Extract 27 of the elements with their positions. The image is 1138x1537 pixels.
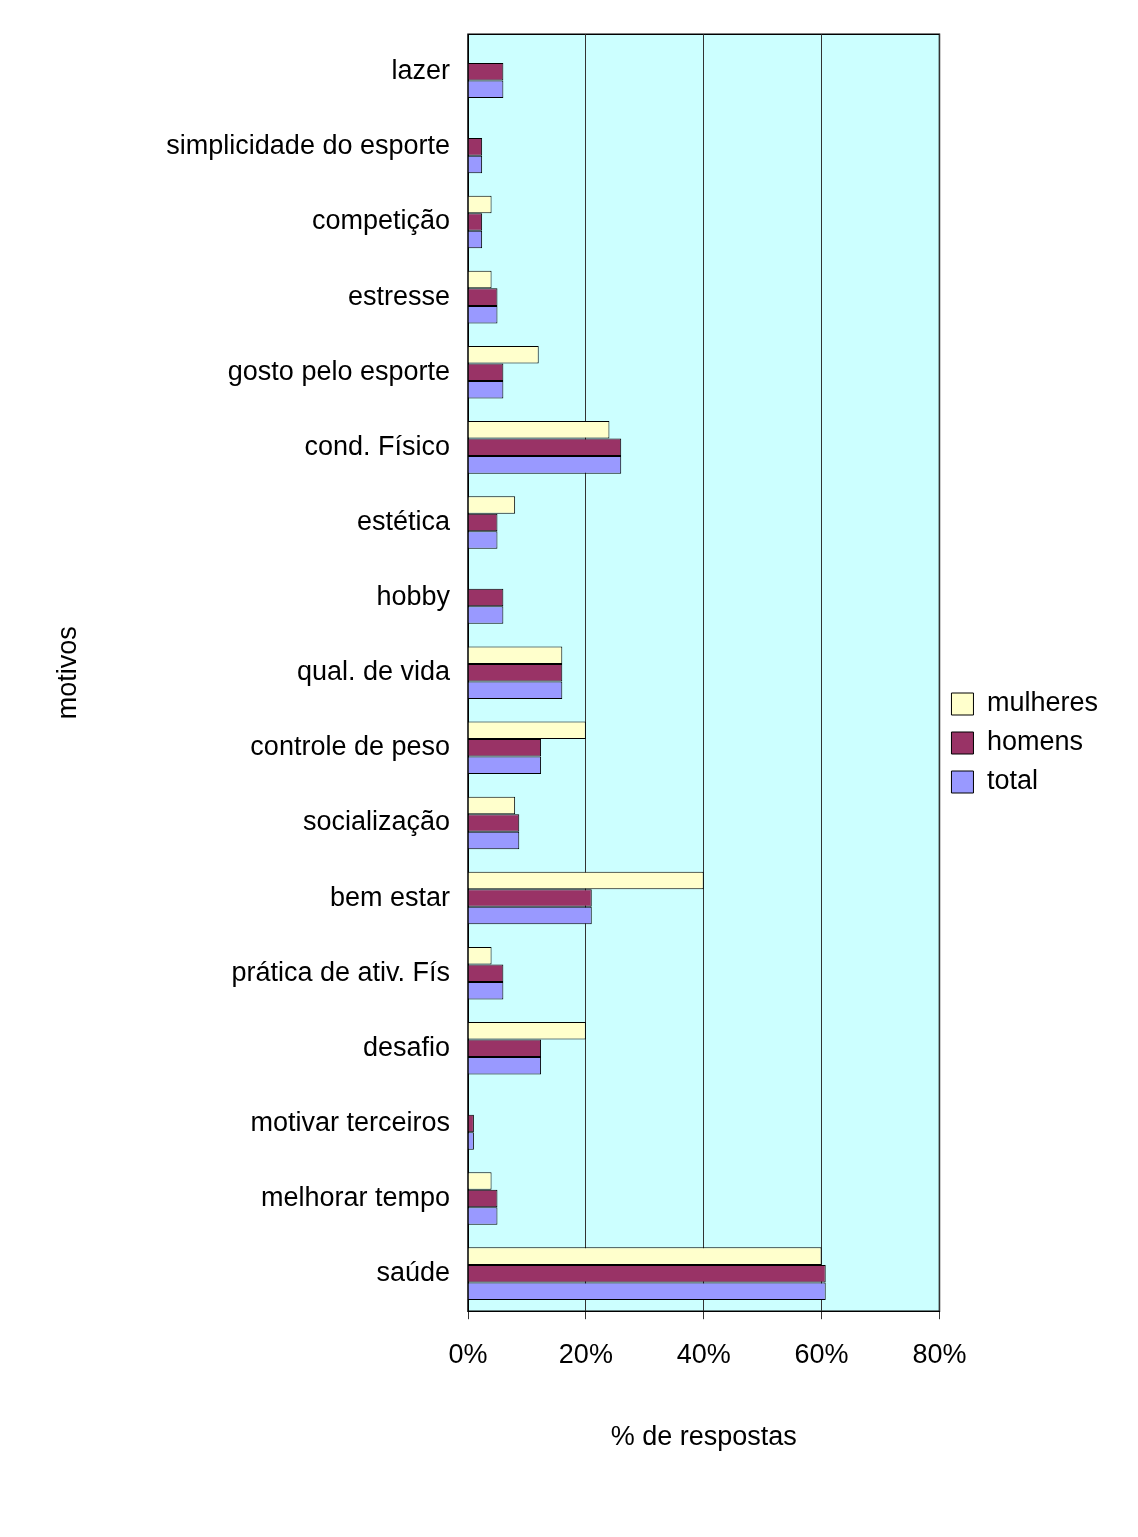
y-tick-label: motivar terceiros: [250, 1106, 450, 1137]
y-tick-label: bem estar: [329, 881, 450, 912]
y-tick-label: cond. Físico: [304, 430, 450, 461]
y-tick-label: prática de ativ. Fís: [231, 956, 450, 987]
legend-label: mulheres: [986, 687, 1098, 718]
y-tick-label: simplicidade do esporte: [166, 130, 450, 161]
y-tick-label: melhorar tempo: [260, 1181, 450, 1212]
legend-label: total: [986, 765, 1038, 796]
x-tick-label: 80%: [912, 1338, 967, 1369]
y-axis-title: motivos: [51, 626, 82, 720]
y-tick-label: controle de peso: [250, 731, 450, 762]
y-tick-label: estresse: [347, 280, 450, 311]
x-tick-label: 40%: [676, 1338, 731, 1369]
x-tick-label: 20%: [558, 1338, 613, 1369]
y-tick-label: qual. de vida: [296, 656, 451, 687]
y-tick-label: desafio: [362, 1031, 450, 1062]
y-tick-label: saúde: [376, 1257, 450, 1288]
x-tick-label: 0%: [448, 1338, 488, 1369]
x-axis-title: % de respostas: [610, 1421, 797, 1452]
y-tick-label: competição: [311, 205, 450, 236]
y-tick-label: hobby: [376, 581, 451, 612]
y-tick-label: lazer: [391, 55, 450, 86]
x-tick-label: 60%: [794, 1338, 849, 1369]
y-tick-label: estética: [356, 505, 451, 536]
y-tick-label: socialização: [302, 806, 450, 837]
legend-label: homens: [986, 726, 1084, 757]
y-tick-label: gosto pelo esporte: [227, 355, 450, 386]
